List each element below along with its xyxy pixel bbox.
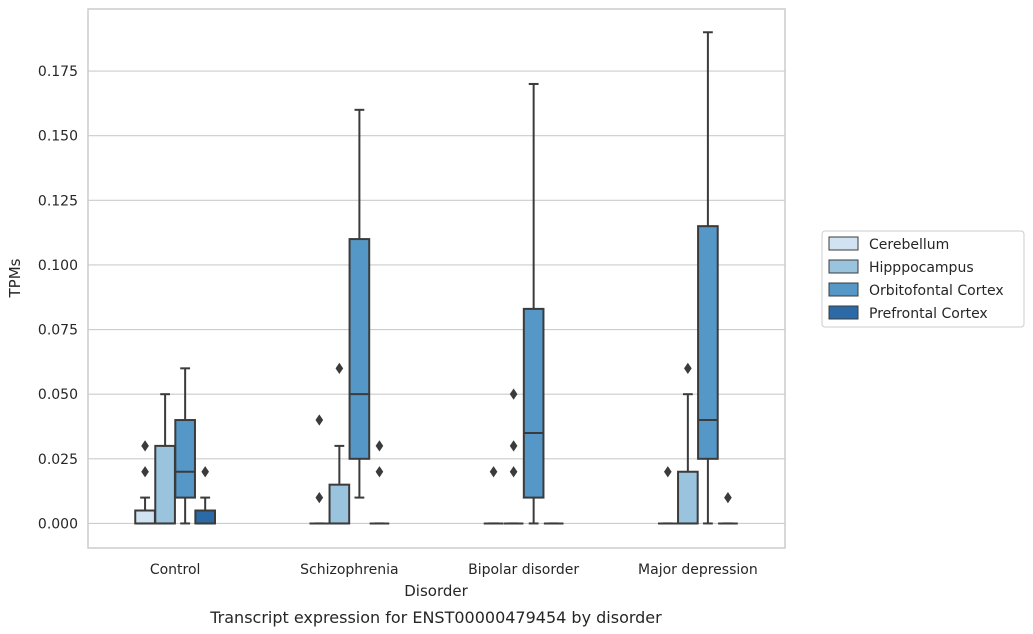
x-axis-ticks: Control Schizophrenia Bipolar disorder Majo… bbox=[150, 562, 758, 578]
x-tick-label: Control bbox=[150, 562, 201, 578]
outlier-point bbox=[315, 414, 324, 426]
outlier-point bbox=[335, 362, 344, 374]
plot-area-frame bbox=[87, 8, 786, 549]
legend-items: Cerebellum Hipppocampus Orbitofontal Corte… bbox=[828, 236, 1004, 322]
box-iqr bbox=[348, 238, 371, 460]
legend-swatch bbox=[828, 305, 859, 320]
legend-swatch bbox=[828, 236, 859, 251]
y-tick-label: 0.150 bbox=[38, 129, 78, 145]
outlier-point bbox=[375, 440, 384, 452]
legend-swatch bbox=[828, 259, 859, 274]
legend-label: Prefrontal Cortex bbox=[869, 306, 988, 322]
box-iqr bbox=[328, 483, 351, 525]
box-3-1 bbox=[369, 440, 390, 525]
box-3-3 bbox=[718, 491, 738, 525]
y-tick-label: 0.000 bbox=[38, 516, 78, 532]
box-1-3 bbox=[677, 362, 699, 525]
box-iqr bbox=[154, 444, 176, 525]
outlier-point bbox=[375, 466, 384, 478]
y-tick-label: 0.125 bbox=[38, 193, 78, 209]
box-iqr bbox=[194, 509, 217, 525]
y-tick-label: 0.100 bbox=[38, 258, 78, 274]
box-2-0 bbox=[174, 367, 196, 525]
outlier-point bbox=[315, 491, 324, 504]
y-tick-label: 0.025 bbox=[38, 452, 78, 468]
chart-caption: Transcript expression for ENST0000047945… bbox=[209, 608, 662, 627]
box-0-1 bbox=[309, 414, 330, 525]
box-0-3 bbox=[657, 466, 678, 525]
box-iqr bbox=[522, 307, 545, 499]
x-tick-label: Major depression bbox=[638, 562, 758, 578]
outlier-point bbox=[663, 466, 672, 478]
outlier-point bbox=[141, 440, 149, 452]
outlier-point bbox=[684, 362, 692, 374]
box-series bbox=[134, 31, 738, 525]
box-iqr bbox=[677, 470, 699, 525]
outlier-point bbox=[509, 440, 518, 452]
y-tick-label: 0.175 bbox=[38, 64, 78, 80]
box-1-0 bbox=[154, 393, 176, 525]
outlier-point bbox=[489, 466, 498, 478]
legend-frame bbox=[821, 230, 1025, 328]
legend: Cerebellum Hipppocampus Orbitofontal Corte… bbox=[821, 230, 1025, 328]
outlier-point bbox=[509, 466, 518, 478]
outlier-point bbox=[201, 466, 210, 478]
box-3-0 bbox=[194, 466, 217, 525]
x-axis-title: Disorder bbox=[404, 582, 468, 600]
y-axis-title: TPMs bbox=[6, 258, 24, 298]
legend-label: Hipppocampus bbox=[869, 260, 974, 276]
y-tick-label: 0.075 bbox=[38, 323, 78, 339]
x-tick-label: Schizophrenia bbox=[300, 562, 398, 578]
y-tick-label: 0.050 bbox=[38, 387, 78, 403]
outlier-point bbox=[724, 491, 732, 504]
box-2-2 bbox=[522, 82, 545, 525]
legend-label: Orbitofontal Cortex bbox=[869, 283, 1004, 299]
box-0-0 bbox=[134, 440, 156, 525]
box-1-1 bbox=[328, 362, 351, 525]
box-2-3 bbox=[697, 31, 719, 525]
box-2-1 bbox=[348, 108, 371, 499]
legend-label: Cerebellum bbox=[869, 237, 949, 253]
outlier-point bbox=[509, 388, 518, 400]
outlier-point bbox=[141, 466, 149, 478]
box-0-2 bbox=[483, 466, 504, 525]
grid-lines bbox=[88, 70, 785, 525]
legend-swatch bbox=[828, 282, 859, 297]
x-tick-label: Bipolar disorder bbox=[468, 562, 579, 578]
y-axis-ticks: 0.000 0.025 0.050 0.075 0.100 0.125 0.150 0.175 bbox=[38, 64, 78, 532]
box-1-2 bbox=[503, 388, 524, 525]
box-iqr bbox=[134, 509, 156, 525]
box-iqr bbox=[174, 419, 196, 499]
box-iqr bbox=[697, 225, 719, 460]
